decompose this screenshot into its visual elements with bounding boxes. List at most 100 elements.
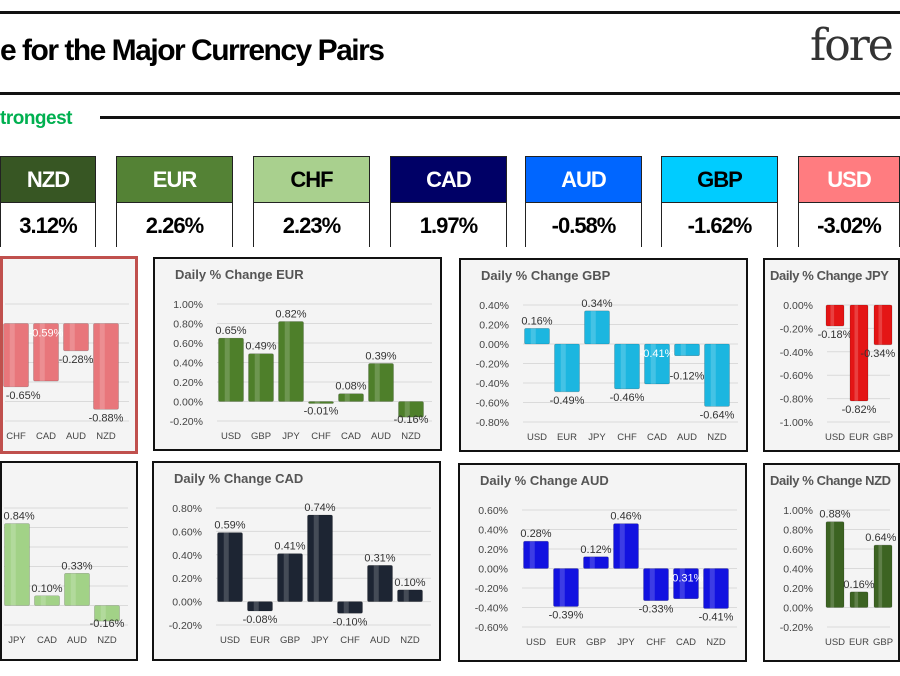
bar-jpy bbox=[4, 523, 30, 606]
bar-highlight bbox=[530, 328, 536, 344]
bar-highlight bbox=[374, 363, 380, 402]
bar-highlight bbox=[313, 515, 319, 602]
y-tick-label: 0.60% bbox=[478, 505, 508, 517]
x-tick-label: CHF bbox=[646, 637, 666, 648]
data-label: 0.49% bbox=[245, 341, 276, 353]
y-tick-label: 0.00% bbox=[783, 300, 813, 312]
data-label: -0.41% bbox=[640, 348, 675, 360]
bar-gbp bbox=[277, 553, 303, 602]
ranking-tile-gbp: GBP -1.62% bbox=[661, 156, 778, 248]
bar-chf bbox=[3, 323, 29, 388]
chart-title: Daily % Change JPY bbox=[770, 268, 889, 283]
y-tick-label: 0.00% bbox=[478, 564, 508, 576]
bar-highlight bbox=[529, 541, 535, 569]
bar-eur bbox=[247, 601, 273, 612]
ranking-tile-aud: AUD -0.58% bbox=[525, 156, 642, 248]
x-tick-label: CAD bbox=[37, 635, 57, 646]
bar-highlight bbox=[283, 553, 289, 602]
x-tick-label: GBP bbox=[280, 635, 300, 646]
bar-highlight bbox=[403, 589, 409, 602]
bar-nzd bbox=[93, 323, 119, 410]
data-label: -0.41% bbox=[699, 611, 734, 623]
bar-highlight bbox=[854, 591, 859, 608]
bar-highlight bbox=[620, 344, 626, 389]
ranking-tile-nzd: NZD 3.12% bbox=[0, 156, 96, 248]
data-label: -0.34% bbox=[860, 348, 895, 360]
y-tick-label: 0.00% bbox=[172, 597, 202, 609]
change-text: 2.23% bbox=[282, 213, 341, 238]
x-tick-label: AUD bbox=[371, 431, 391, 442]
y-tick-label: 0.40% bbox=[173, 358, 203, 370]
bar-cad bbox=[33, 323, 59, 382]
bar-highlight bbox=[254, 353, 260, 402]
y-tick-label: 0.00% bbox=[479, 339, 509, 351]
x-tick-label: GBP bbox=[251, 431, 271, 442]
data-label: 0.64% bbox=[865, 532, 896, 544]
x-tick-label: GBP bbox=[873, 637, 893, 648]
bar-highlight bbox=[680, 344, 686, 356]
bar-highlight bbox=[40, 595, 46, 606]
chart-panel-usd: CHF CAD AUD NZD -0.65% -0.59% -0.28% -0.88% bbox=[0, 256, 138, 454]
x-tick-label: GBP bbox=[873, 432, 893, 443]
bar-cad bbox=[338, 393, 364, 402]
bar-jpy bbox=[613, 523, 639, 569]
y-tick-label: 0.80% bbox=[783, 525, 813, 537]
data-label: 0.12% bbox=[580, 544, 611, 556]
bar-nzd bbox=[703, 568, 729, 609]
bar-highlight bbox=[314, 401, 320, 404]
bar-highlight bbox=[100, 605, 106, 622]
y-tick-label: 1.00% bbox=[173, 299, 203, 311]
x-tick-label: USD bbox=[527, 432, 547, 443]
y-tick-label: -0.40% bbox=[780, 347, 813, 359]
y-tick-label: 0.20% bbox=[478, 544, 508, 556]
currency-label: NZD bbox=[1, 157, 95, 203]
y-tick-label: -0.60% bbox=[780, 370, 813, 382]
data-label: 0.16% bbox=[843, 579, 874, 591]
y-tick-label: 0.20% bbox=[479, 320, 509, 332]
bar-nzd bbox=[704, 343, 730, 407]
change-value: 3.12% bbox=[1, 203, 95, 248]
data-label: 0.41% bbox=[274, 541, 305, 553]
change-text: -0.58% bbox=[551, 213, 617, 238]
data-label: 0.82% bbox=[275, 309, 306, 321]
bar-eur bbox=[554, 343, 580, 393]
bar-jpy bbox=[278, 321, 304, 402]
bar-usd bbox=[524, 328, 550, 345]
data-label: 0.33% bbox=[61, 560, 92, 572]
bar-usd bbox=[825, 304, 845, 327]
currency-label: AUD bbox=[526, 157, 641, 203]
y-tick-label: 0.40% bbox=[172, 550, 202, 562]
bar-nzd bbox=[94, 605, 120, 622]
bar-highlight bbox=[344, 393, 350, 402]
data-label: -0.01% bbox=[304, 405, 339, 417]
bar-cad bbox=[673, 568, 699, 600]
bar-highlight bbox=[589, 556, 595, 569]
x-tick-label: JPY bbox=[282, 431, 300, 442]
chart-panel-eur: Daily % Change EUR 1.00% 0.80% 0.60% 0.40% 0.… bbox=[153, 257, 442, 451]
y-tick-label: -0.40% bbox=[476, 378, 509, 390]
change-value: 2.26% bbox=[117, 203, 232, 248]
currency-code: NZD bbox=[26, 167, 70, 192]
y-tick-label: 0.80% bbox=[172, 503, 202, 515]
data-label: -0.39% bbox=[549, 610, 584, 622]
bar-gbp bbox=[873, 544, 893, 608]
bar-highlight bbox=[830, 305, 835, 327]
bar-highlight bbox=[709, 568, 715, 609]
bar-chf bbox=[614, 343, 640, 390]
bar-chf bbox=[337, 601, 363, 614]
change-value: -3.02% bbox=[799, 203, 899, 248]
chart-panel-jpy: Daily % Change JPY 0.00% -0.20% -0.40% -0.60… bbox=[763, 258, 900, 452]
data-label: -0.49% bbox=[550, 395, 585, 407]
data-label: 0.08% bbox=[335, 381, 366, 393]
x-tick-label: USD bbox=[220, 635, 240, 646]
bar-jpy bbox=[307, 514, 333, 602]
y-tick-label: -0.20% bbox=[475, 583, 508, 595]
bar-highlight bbox=[650, 344, 656, 384]
bar-highlight bbox=[878, 305, 883, 345]
x-tick-label: CAD bbox=[676, 637, 696, 648]
bar-cad bbox=[644, 343, 670, 385]
change-value: -0.58% bbox=[526, 203, 641, 248]
chart-title: Daily % Change EUR bbox=[175, 267, 304, 282]
x-tick-label: EUR bbox=[849, 637, 869, 648]
data-label: -0.10% bbox=[333, 616, 368, 628]
